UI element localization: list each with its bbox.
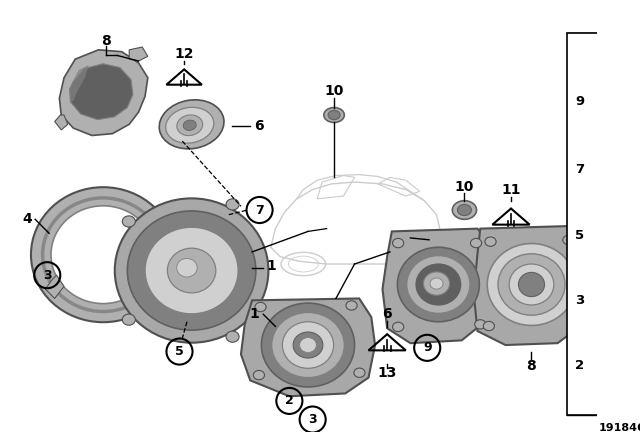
Text: 4: 4	[22, 212, 31, 226]
Ellipse shape	[458, 204, 472, 215]
Ellipse shape	[168, 248, 216, 293]
FancyBboxPatch shape	[638, 164, 640, 183]
Ellipse shape	[354, 368, 365, 377]
Polygon shape	[634, 297, 640, 300]
Polygon shape	[383, 228, 492, 343]
Text: 5: 5	[575, 228, 584, 241]
Text: 3: 3	[575, 294, 584, 307]
Polygon shape	[638, 241, 640, 250]
Polygon shape	[637, 313, 640, 317]
FancyBboxPatch shape	[638, 106, 640, 123]
Ellipse shape	[183, 120, 196, 130]
Ellipse shape	[397, 247, 479, 322]
Ellipse shape	[568, 319, 580, 328]
Text: 2: 2	[285, 394, 294, 407]
Text: 11: 11	[501, 182, 521, 197]
Ellipse shape	[159, 100, 224, 149]
Ellipse shape	[485, 237, 496, 246]
Ellipse shape	[430, 278, 443, 289]
Ellipse shape	[452, 201, 477, 220]
Ellipse shape	[122, 314, 135, 325]
Ellipse shape	[293, 332, 323, 358]
Text: 8: 8	[101, 34, 111, 47]
Polygon shape	[70, 64, 133, 120]
Ellipse shape	[498, 254, 565, 315]
Text: 13: 13	[378, 366, 397, 380]
Polygon shape	[129, 47, 148, 61]
Ellipse shape	[261, 303, 355, 387]
Polygon shape	[633, 346, 640, 359]
Ellipse shape	[475, 320, 486, 329]
Ellipse shape	[115, 198, 268, 343]
Text: 10: 10	[455, 180, 474, 194]
Ellipse shape	[563, 235, 574, 245]
Polygon shape	[635, 302, 640, 306]
Ellipse shape	[177, 258, 197, 277]
Ellipse shape	[483, 321, 495, 331]
Ellipse shape	[253, 370, 264, 380]
Ellipse shape	[634, 284, 640, 293]
Ellipse shape	[226, 199, 239, 210]
Ellipse shape	[127, 211, 256, 330]
Text: 6: 6	[254, 119, 264, 133]
Polygon shape	[45, 275, 64, 298]
Ellipse shape	[255, 302, 266, 312]
Ellipse shape	[518, 272, 545, 297]
Polygon shape	[633, 91, 640, 96]
Polygon shape	[621, 418, 640, 431]
Polygon shape	[632, 157, 640, 164]
Text: 2: 2	[575, 359, 584, 372]
Text: 10: 10	[324, 84, 344, 98]
Ellipse shape	[328, 110, 340, 120]
Ellipse shape	[637, 286, 640, 291]
Text: 7: 7	[575, 164, 584, 177]
Polygon shape	[241, 298, 375, 396]
Polygon shape	[54, 115, 68, 130]
Ellipse shape	[487, 244, 576, 326]
Text: 191846: 191846	[598, 423, 640, 433]
Ellipse shape	[226, 331, 239, 342]
Ellipse shape	[392, 238, 404, 248]
Polygon shape	[636, 307, 640, 311]
Text: 3: 3	[43, 269, 52, 282]
FancyBboxPatch shape	[638, 359, 640, 379]
Text: 12: 12	[174, 47, 194, 60]
Ellipse shape	[406, 256, 470, 313]
Text: 1: 1	[266, 259, 276, 273]
Polygon shape	[474, 226, 589, 345]
FancyBboxPatch shape	[638, 226, 640, 241]
Ellipse shape	[145, 227, 238, 314]
Ellipse shape	[346, 301, 357, 310]
Polygon shape	[70, 66, 88, 102]
Polygon shape	[60, 50, 148, 135]
Ellipse shape	[509, 264, 554, 305]
Ellipse shape	[282, 322, 333, 368]
Text: 1: 1	[250, 307, 260, 321]
Ellipse shape	[31, 187, 175, 322]
Ellipse shape	[416, 264, 461, 305]
Ellipse shape	[424, 272, 449, 295]
Text: 9: 9	[575, 95, 584, 108]
Ellipse shape	[177, 115, 203, 136]
Ellipse shape	[300, 338, 316, 353]
Text: 7: 7	[255, 203, 264, 216]
Ellipse shape	[470, 238, 482, 248]
Text: 3: 3	[308, 413, 317, 426]
Ellipse shape	[636, 220, 640, 225]
FancyBboxPatch shape	[567, 33, 640, 415]
Ellipse shape	[392, 322, 404, 332]
Ellipse shape	[122, 216, 135, 227]
Ellipse shape	[166, 108, 214, 143]
Ellipse shape	[324, 108, 344, 122]
Text: 6: 6	[382, 307, 392, 321]
Ellipse shape	[51, 206, 156, 304]
Text: 9: 9	[423, 341, 431, 354]
Text: 5: 5	[175, 345, 184, 358]
Text: 8: 8	[527, 359, 536, 374]
Ellipse shape	[272, 312, 344, 378]
Polygon shape	[637, 318, 640, 324]
